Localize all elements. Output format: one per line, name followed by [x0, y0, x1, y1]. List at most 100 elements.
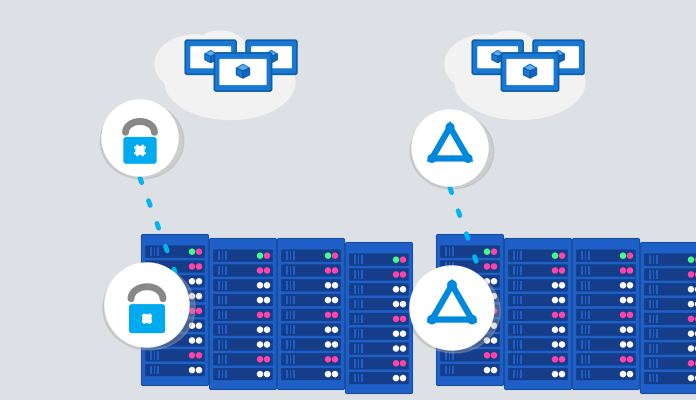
Circle shape	[553, 342, 557, 347]
FancyBboxPatch shape	[214, 368, 273, 380]
Circle shape	[189, 368, 194, 372]
Bar	[581, 370, 583, 378]
Bar	[221, 355, 223, 364]
Circle shape	[264, 253, 269, 258]
Circle shape	[468, 315, 476, 324]
Bar	[581, 325, 583, 334]
Circle shape	[688, 361, 693, 366]
Ellipse shape	[518, 42, 583, 92]
Circle shape	[428, 155, 436, 162]
FancyBboxPatch shape	[281, 324, 340, 336]
Bar	[157, 292, 159, 300]
FancyBboxPatch shape	[349, 372, 409, 384]
Bar	[581, 296, 583, 304]
Ellipse shape	[100, 103, 184, 179]
Bar	[240, 68, 246, 75]
Circle shape	[628, 342, 633, 347]
Bar	[218, 296, 219, 304]
Bar	[588, 355, 590, 364]
Bar	[448, 292, 450, 300]
FancyBboxPatch shape	[576, 339, 635, 350]
Bar	[218, 281, 219, 290]
Bar	[218, 325, 219, 334]
FancyBboxPatch shape	[576, 250, 635, 262]
Bar	[520, 340, 521, 349]
Ellipse shape	[155, 35, 235, 93]
Circle shape	[412, 110, 488, 186]
Bar	[221, 251, 223, 260]
Bar	[218, 370, 219, 378]
Bar	[513, 266, 514, 275]
FancyBboxPatch shape	[576, 324, 635, 336]
Bar	[361, 285, 363, 294]
Circle shape	[621, 342, 626, 347]
Bar	[448, 366, 450, 374]
FancyBboxPatch shape	[644, 358, 696, 369]
Bar	[157, 262, 159, 271]
Circle shape	[400, 257, 406, 262]
FancyBboxPatch shape	[509, 309, 567, 321]
Bar	[157, 247, 159, 256]
Circle shape	[258, 268, 262, 273]
Bar	[354, 374, 356, 382]
Bar	[581, 310, 583, 319]
Circle shape	[196, 308, 202, 313]
Bar	[448, 247, 450, 256]
Circle shape	[189, 249, 194, 254]
FancyBboxPatch shape	[441, 290, 500, 302]
Bar	[157, 336, 159, 345]
FancyBboxPatch shape	[441, 320, 500, 332]
FancyBboxPatch shape	[349, 284, 409, 295]
FancyBboxPatch shape	[209, 238, 276, 390]
Bar	[653, 314, 654, 323]
FancyBboxPatch shape	[509, 250, 567, 262]
FancyBboxPatch shape	[509, 324, 567, 336]
Circle shape	[560, 342, 564, 347]
Circle shape	[196, 368, 202, 372]
Bar	[354, 270, 356, 279]
Circle shape	[189, 264, 194, 269]
Bar	[290, 340, 291, 349]
FancyBboxPatch shape	[214, 294, 273, 306]
Bar	[452, 321, 454, 330]
Circle shape	[400, 331, 406, 336]
Circle shape	[484, 308, 489, 313]
Bar	[354, 359, 356, 368]
FancyBboxPatch shape	[349, 343, 409, 354]
FancyBboxPatch shape	[576, 265, 635, 276]
Bar	[653, 374, 654, 382]
Bar	[588, 325, 590, 334]
Bar	[588, 251, 590, 260]
Bar	[445, 336, 447, 345]
Polygon shape	[243, 68, 250, 78]
Bar	[656, 270, 658, 279]
FancyBboxPatch shape	[509, 280, 567, 291]
FancyBboxPatch shape	[123, 137, 157, 164]
Bar	[653, 344, 654, 353]
FancyBboxPatch shape	[538, 46, 579, 68]
Bar	[516, 355, 518, 364]
Ellipse shape	[445, 35, 525, 93]
Circle shape	[560, 327, 564, 332]
Circle shape	[484, 338, 489, 343]
Bar	[649, 344, 651, 353]
Bar	[555, 54, 562, 60]
Circle shape	[264, 268, 269, 273]
Circle shape	[628, 253, 633, 258]
Bar	[656, 285, 658, 294]
FancyBboxPatch shape	[349, 254, 409, 266]
Circle shape	[326, 327, 331, 332]
Bar	[653, 270, 654, 279]
Bar	[581, 266, 583, 275]
Bar	[358, 359, 359, 368]
Bar	[157, 277, 159, 286]
FancyBboxPatch shape	[145, 261, 205, 272]
Circle shape	[258, 312, 262, 317]
Polygon shape	[530, 68, 537, 78]
FancyBboxPatch shape	[441, 261, 500, 272]
Bar	[358, 255, 359, 264]
Bar	[516, 281, 518, 290]
Circle shape	[326, 298, 331, 302]
Polygon shape	[205, 54, 211, 63]
Circle shape	[560, 298, 564, 302]
